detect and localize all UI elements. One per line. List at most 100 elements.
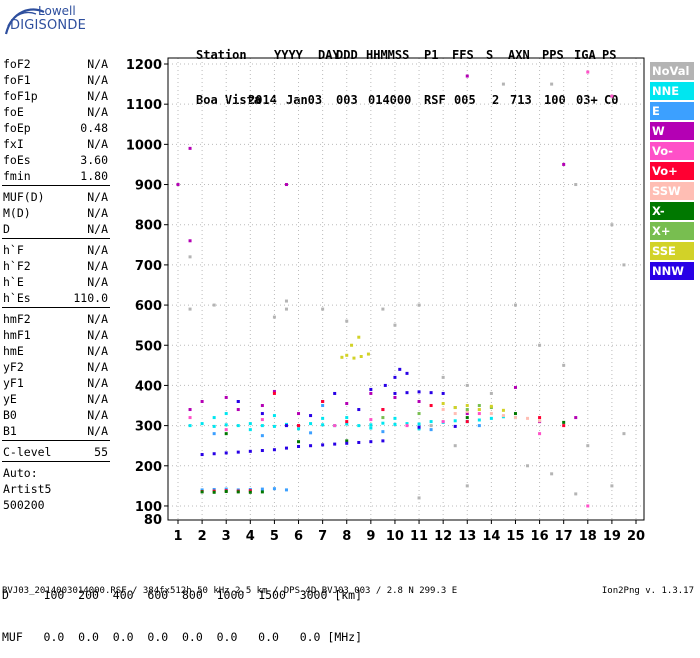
point-e xyxy=(284,488,288,492)
point-nnw xyxy=(236,400,240,403)
point-noval xyxy=(610,484,614,488)
legend-item-noval: NoVal xyxy=(650,62,694,80)
param-row: foE N/A xyxy=(0,104,112,120)
point-nne xyxy=(236,424,240,428)
plot-border xyxy=(167,57,645,521)
x-tick-label: 2 xyxy=(198,529,207,544)
x-tick-label: 18 xyxy=(579,529,597,544)
param-name: B1 xyxy=(3,424,17,438)
param-name: M(D) xyxy=(3,206,31,220)
param-row: foF2 N/A xyxy=(0,56,112,72)
param-value: 110.0 xyxy=(73,291,108,305)
point-e xyxy=(260,434,264,438)
header-value: 2 xyxy=(492,93,500,107)
point-vo- xyxy=(321,400,325,403)
param-name: fmin xyxy=(3,169,31,183)
param-row: hmF1 N/A xyxy=(0,327,112,343)
point-nnw xyxy=(248,449,252,453)
point-x- xyxy=(477,404,481,408)
point-noval xyxy=(489,391,493,395)
point-nne xyxy=(489,416,493,420)
header-value: 03+ xyxy=(576,93,598,107)
point-nne xyxy=(429,420,433,424)
param-name: h`F xyxy=(3,243,24,257)
logo-text-lowell: Lowell xyxy=(38,4,76,18)
x-tick-label: 14 xyxy=(482,529,500,544)
param-divider xyxy=(2,440,110,441)
x-tick-label: 16 xyxy=(531,529,549,544)
param-name: yF1 xyxy=(3,376,24,390)
point-noval xyxy=(441,375,445,379)
param-value: N/A xyxy=(87,328,108,342)
param-value: N/A xyxy=(87,376,108,390)
param-row: fxI N/A xyxy=(0,136,112,152)
point-nnw xyxy=(284,424,288,428)
point-vo- xyxy=(441,420,445,424)
auto-scaling-line: 500200 xyxy=(3,498,45,512)
point-nnw xyxy=(357,440,361,444)
point-x- xyxy=(381,416,385,420)
header-value: Boa Vista xyxy=(196,93,262,107)
header-value: 713 xyxy=(510,93,532,107)
param-value: 3.60 xyxy=(80,153,108,167)
point-vo- xyxy=(465,420,469,424)
point-ssw xyxy=(453,412,457,416)
param-value: 1.80 xyxy=(80,169,108,183)
point-vo- xyxy=(562,424,566,428)
point-nnw xyxy=(260,449,264,453)
c-level-value: 55 xyxy=(94,445,108,459)
param-row: B0 N/A xyxy=(0,407,112,423)
c-level-row: C-level 55 xyxy=(0,444,112,460)
x-tick-label: 12 xyxy=(434,529,452,544)
header-value: Jan03 xyxy=(286,93,323,107)
point-nne xyxy=(393,416,397,420)
point-nne xyxy=(417,427,421,431)
point-vo- xyxy=(369,418,373,422)
point-nne xyxy=(393,422,397,426)
point-x- xyxy=(224,432,228,436)
param-name: yE xyxy=(3,392,17,406)
point-w xyxy=(188,408,192,412)
point-w xyxy=(260,404,264,408)
point-x- xyxy=(417,412,421,416)
point-nnw xyxy=(398,367,402,371)
point-x- xyxy=(260,490,264,494)
point-noval xyxy=(345,319,349,323)
point-noval xyxy=(550,472,554,476)
point-nnw xyxy=(309,414,313,418)
point-nne xyxy=(212,416,216,420)
point-noval xyxy=(574,492,578,496)
y-tick-label: 100 xyxy=(135,500,162,515)
point-e xyxy=(212,432,216,436)
point-w xyxy=(465,412,469,416)
point-nnw xyxy=(333,391,337,395)
point-w xyxy=(176,183,180,187)
point-x- xyxy=(200,490,204,494)
legend-item-nnw: NNW xyxy=(650,262,694,280)
x-tick-label: 3 xyxy=(222,529,231,544)
x-tick-label: 4 xyxy=(246,529,255,544)
point-e xyxy=(381,430,385,434)
point-nne xyxy=(345,422,349,426)
header-value: 2014 xyxy=(248,93,277,107)
point-nne xyxy=(321,416,325,420)
point-w xyxy=(562,162,566,166)
param-row: yF2 N/A xyxy=(0,359,112,375)
header-value: 014000 xyxy=(368,93,412,107)
param-value: N/A xyxy=(87,105,108,119)
point-x- xyxy=(212,490,216,494)
point-e xyxy=(212,487,216,491)
param-value: N/A xyxy=(87,190,108,204)
point-nnw xyxy=(405,391,409,395)
param-name: B0 xyxy=(3,408,17,422)
y-tick-label: 1000 xyxy=(126,138,162,153)
legend-item-w: W xyxy=(650,122,694,140)
header-value: RSF xyxy=(424,93,446,107)
param-name: fxI xyxy=(3,137,24,151)
point-noval xyxy=(513,303,517,307)
point-nnw xyxy=(212,452,216,456)
point-sse xyxy=(477,408,481,412)
legend-item-ssw: SSW xyxy=(650,182,694,200)
point-sse xyxy=(352,356,356,360)
point-nne xyxy=(369,426,373,430)
